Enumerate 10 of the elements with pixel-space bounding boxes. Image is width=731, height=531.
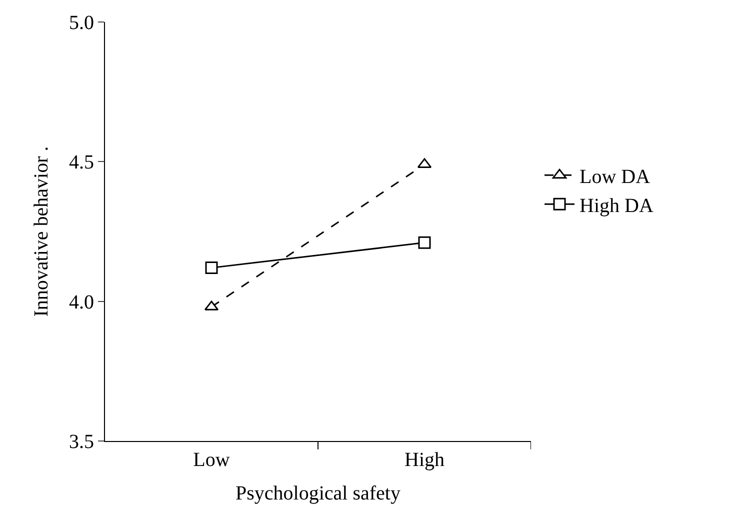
y-tick-label: 3.5: [69, 431, 94, 453]
x-tick-label: Low: [193, 449, 230, 471]
x-tick-label: High: [404, 449, 444, 471]
legend-label: Low DA: [580, 166, 651, 188]
x-axis-title: Psychological safety: [236, 482, 400, 504]
y-tick-label: 4.0: [69, 291, 94, 314]
y-tick-label: 4.5: [69, 152, 94, 174]
y-axis-title: Innovative behavior .: [30, 146, 52, 317]
y-tick-label: 5.0: [69, 12, 94, 34]
legend-label: High DA: [580, 194, 654, 217]
